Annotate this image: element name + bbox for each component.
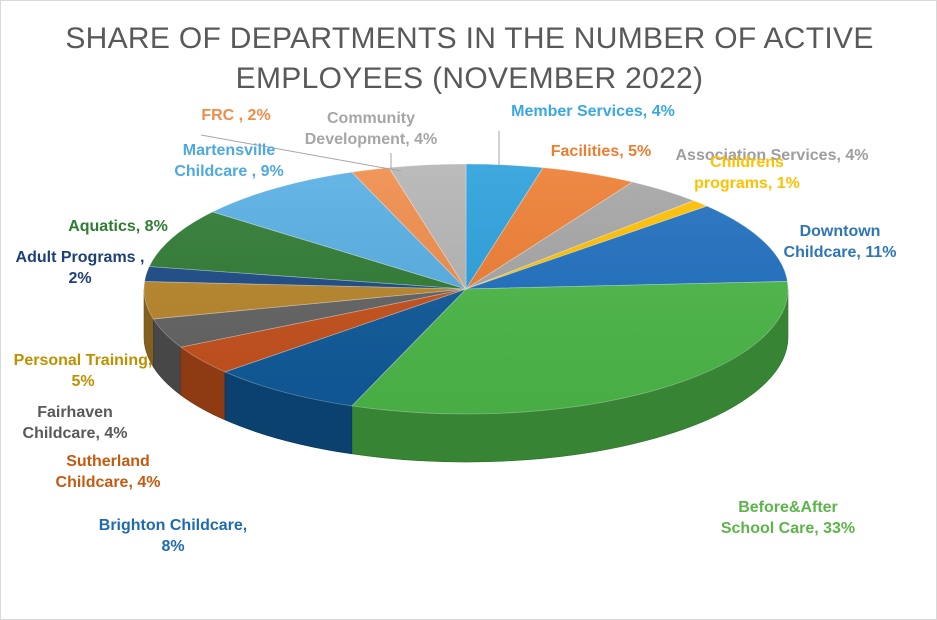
data-label-before-after-school-care: Before&After School Care, 33% (688, 497, 888, 539)
data-label-line: programs, 1% (694, 175, 800, 192)
data-label-line: FRC , 2% (201, 106, 271, 124)
data-label-adult-programs: Adult Programs , 2% (1, 247, 165, 289)
chart-title-line-1: SHARE OF DEPARTMENTS IN THE NUMBER OF AC… (65, 22, 874, 55)
data-label-line: Childcare , 9% (174, 163, 284, 180)
data-label-facilities: Facilities, 5% (526, 141, 676, 162)
pie-top-shading (144, 164, 788, 414)
data-label-line: Facilities, 5% (550, 142, 652, 160)
data-label-fairhaven-childcare: Fairhaven Childcare, 4% (5, 402, 145, 444)
data-label-line: Member Services, 4% (511, 102, 675, 120)
data-label-downtown-childcare: Downtown Childcare, 11% (760, 221, 920, 263)
data-label-line: 5% (71, 373, 95, 390)
data-label-childrens-programs: Childrens programs, 1% (677, 152, 817, 194)
data-label-community-development: Community Development, 4% (281, 108, 461, 150)
data-label-line: Development, 4% (304, 131, 438, 148)
data-label-line: Association Services, 4% (675, 146, 869, 164)
data-label-association-services: Association Services, 4% (652, 145, 892, 166)
data-label-sutherland-childcare: Sutherland Childcare, 4% (38, 451, 178, 493)
data-label-personal-training: Personal Training, 5% (1, 350, 173, 392)
data-label-martensville-childcare: Martensville Childcare , 9% (154, 140, 304, 182)
data-label-frc: FRC , 2% (176, 105, 296, 126)
data-label-line: Martensville (182, 142, 276, 159)
data-label-line: Community (327, 110, 415, 127)
data-label-line: Childcare, 11% (783, 244, 897, 261)
data-label-line: 2% (68, 270, 92, 287)
data-label-line: Fairhaven (37, 404, 113, 421)
data-label-line: Childcare, 4% (22, 425, 128, 442)
data-label-line: Childcare, 4% (55, 474, 161, 491)
leader-line-frc (200, 134, 402, 172)
chart-title: SHARE OF DEPARTMENTS IN THE NUMBER OF AC… (1, 19, 936, 99)
data-label-line: 8% (161, 538, 185, 555)
data-label-line: Sutherland (66, 453, 150, 470)
data-label-line: Before&After (738, 499, 838, 516)
data-label-line: Downtown (799, 223, 881, 240)
chart-title-line-2: EMPLOYEES (NOVEMBER 2022) (235, 62, 704, 95)
data-label-brighton-childcare: Brighton Childcare, 8% (73, 515, 273, 557)
data-label-line: Aquatics, 8% (68, 217, 168, 235)
data-label-line: Personal Training, (13, 352, 153, 369)
data-label-line: Childrens (710, 154, 784, 171)
data-label-member-services: Member Services, 4% (483, 101, 703, 122)
data-label-line: School Care, 33% (720, 520, 856, 537)
data-label-aquatics: Aquatics, 8% (48, 216, 188, 237)
data-label-line: Adult Programs , (15, 249, 145, 266)
data-label-line: Brighton Childcare, (98, 517, 248, 534)
